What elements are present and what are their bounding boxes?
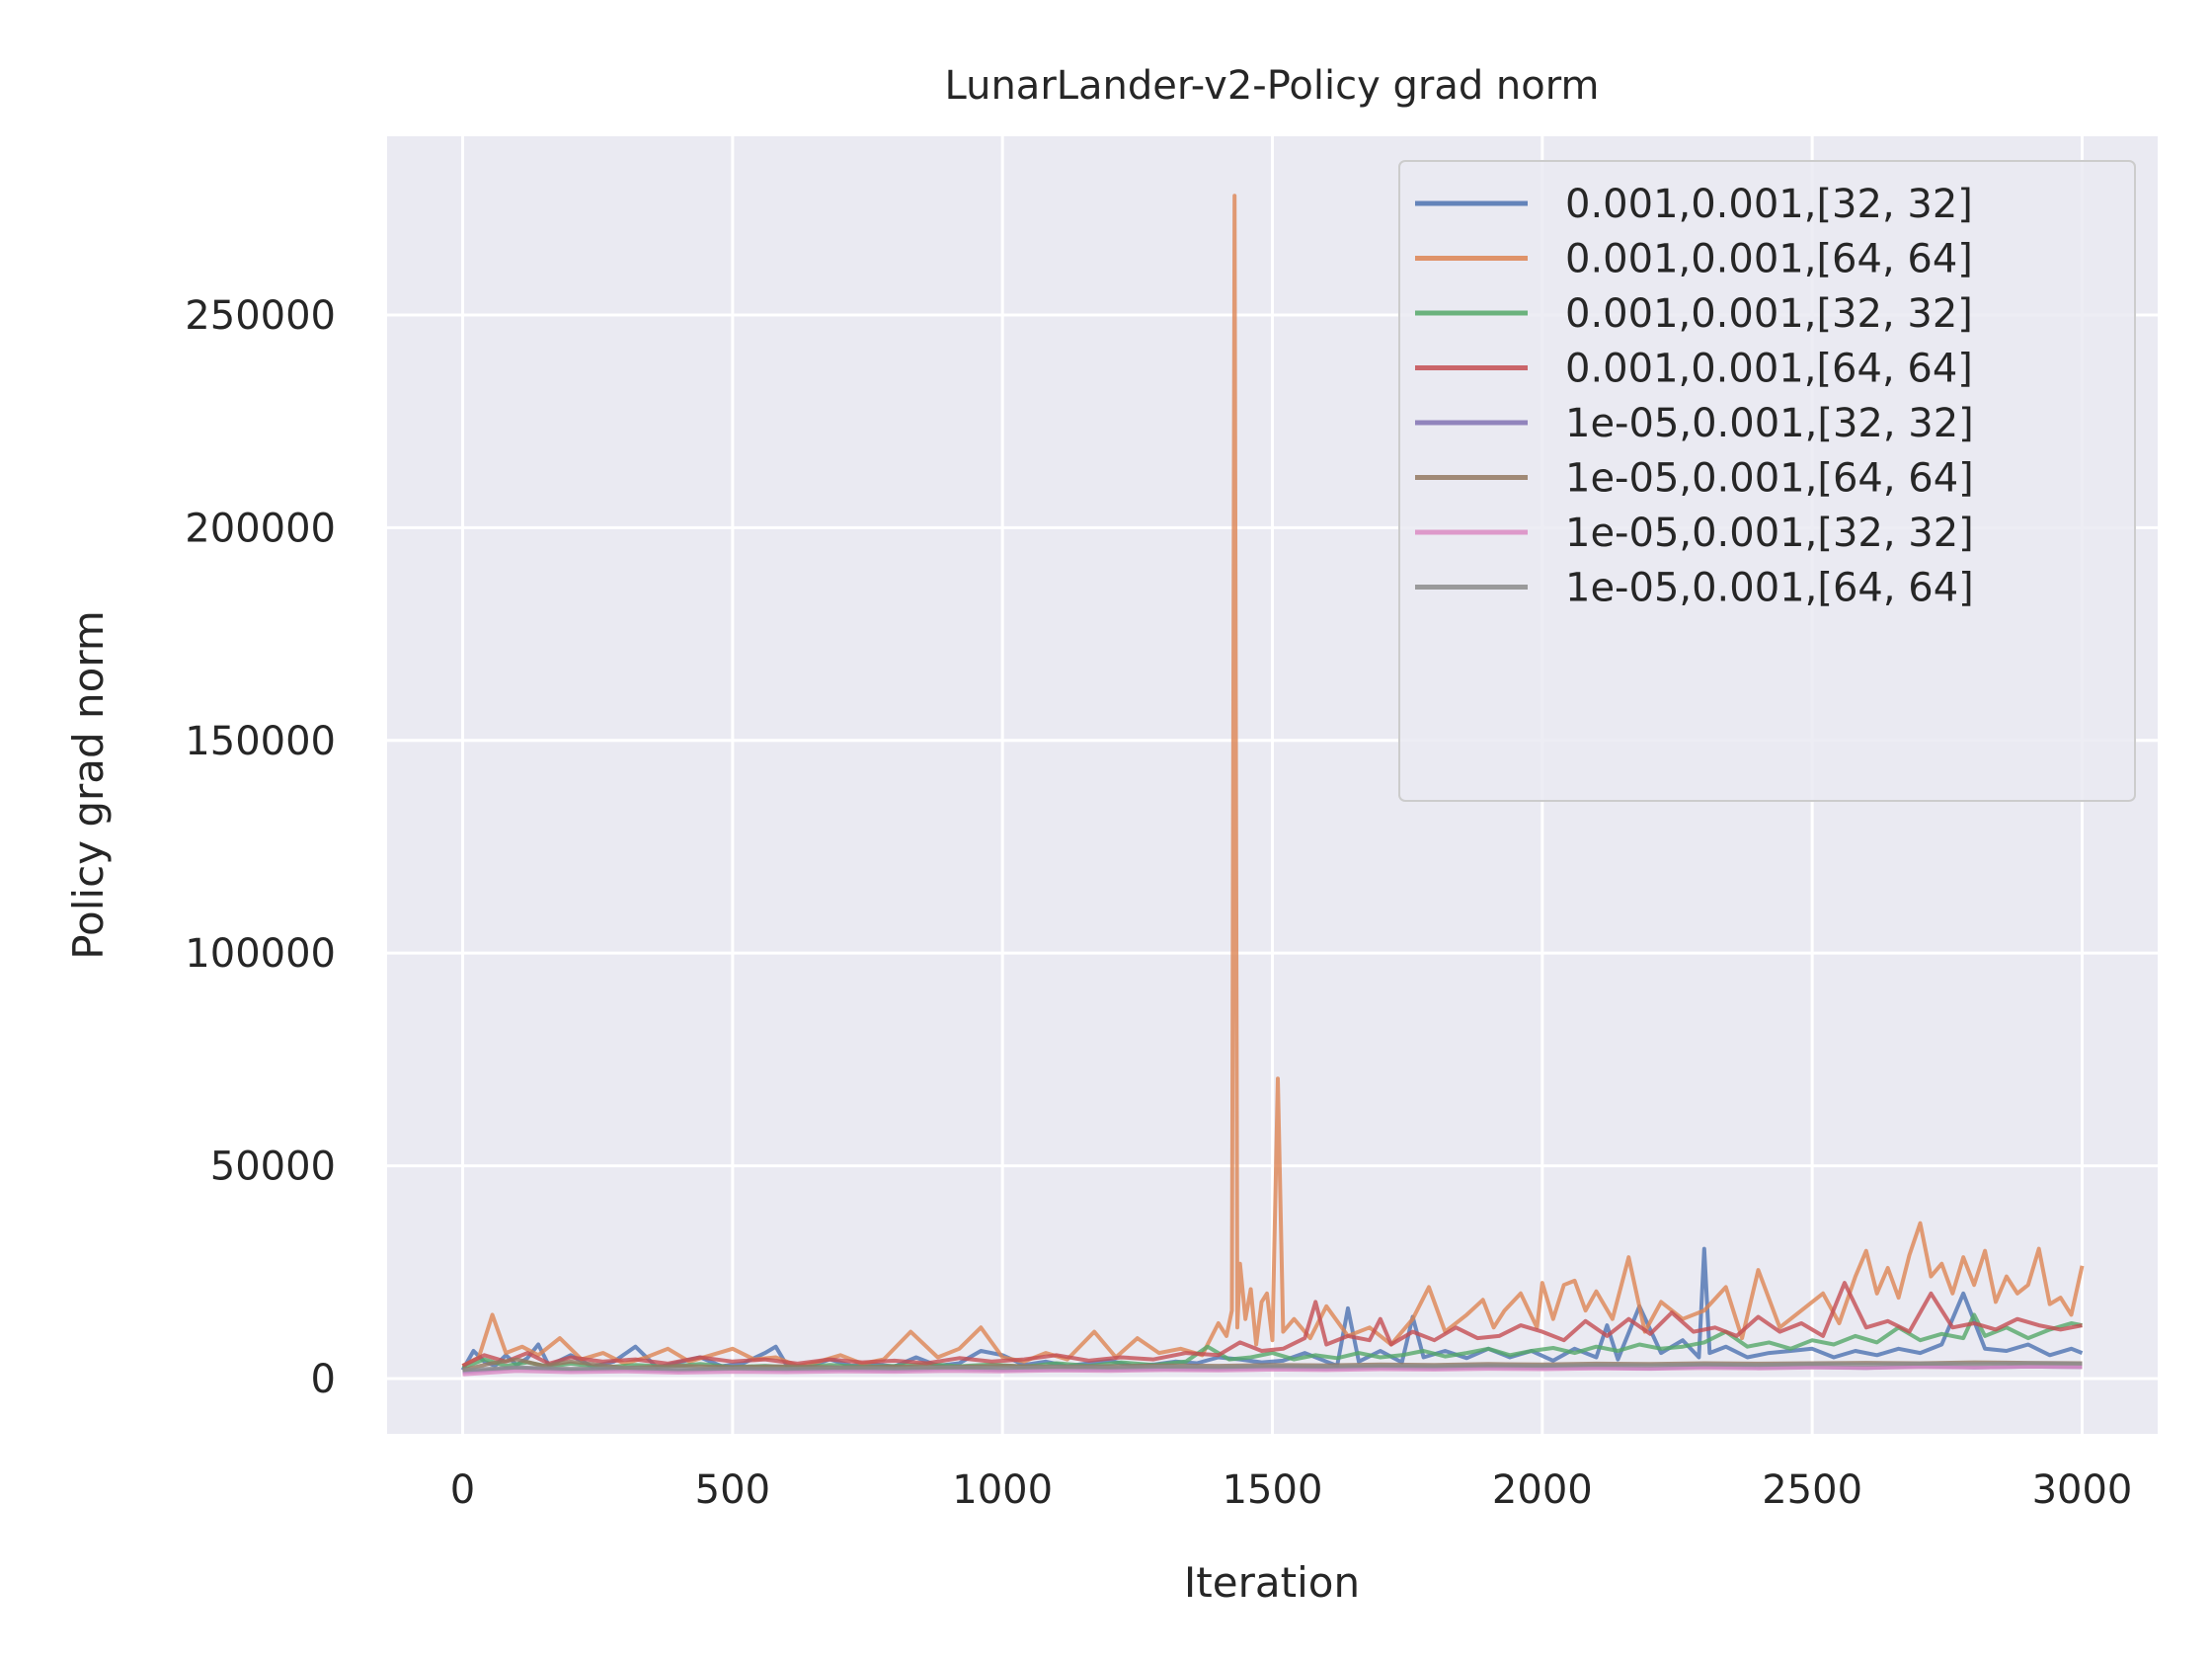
legend-label-4: 0.001,0.001,[64, 64] (1565, 347, 1973, 392)
y-axis-label: Policy grad norm (64, 610, 113, 960)
x-tick-label: 2500 (1762, 1467, 1862, 1513)
y-tick-label: 0 (311, 1357, 336, 1402)
legend-label-2: 0.001,0.001,[64, 64] (1565, 237, 1973, 282)
x-tick-label: 1000 (952, 1467, 1053, 1513)
x-tick-label: 1500 (1223, 1467, 1323, 1513)
series-layer (460, 194, 2085, 1377)
series-line-8 (462, 1361, 2083, 1373)
legend-label-5: 1e-05,0.001,[32, 32] (1565, 401, 1974, 446)
legend-label-8: 1e-05,0.001,[64, 64] (1565, 566, 1974, 611)
legend-label-7: 1e-05,0.001,[32, 32] (1565, 511, 1974, 556)
x-tick-label: 0 (450, 1467, 475, 1513)
series-line-4 (461, 1281, 2083, 1368)
legend-label-6: 1e-05,0.001,[64, 64] (1565, 456, 1974, 502)
legend-label-1: 0.001,0.001,[32, 32] (1565, 182, 1973, 227)
y-tick-label: 100000 (185, 931, 336, 977)
x-axis-ticks: 0 500 1000 1500 2000 2500 3000 (450, 1467, 2133, 1513)
y-tick-label: 50000 (210, 1145, 336, 1190)
legend-frame (1398, 160, 2136, 802)
y-tick-label: 250000 (185, 293, 336, 339)
legend: 0.001,0.001,[32, 32] 0.001,0.001,[64, 64]… (1398, 160, 2136, 802)
x-tick-label: 3000 (2032, 1467, 2133, 1513)
y-axis-ticks: 0 50000 100000 150000 200000 250000 (185, 293, 336, 1402)
y-tick-label: 200000 (185, 506, 336, 551)
x-tick-label: 500 (695, 1467, 770, 1513)
legend-label-3: 0.001,0.001,[32, 32] (1565, 291, 1973, 337)
x-axis-label: Iteration (1184, 1558, 1360, 1607)
x-tick-label: 2000 (1492, 1467, 1593, 1513)
chart-title: LunarLander-v2-Policy grad norm (945, 63, 1600, 109)
series-line-7 (462, 1364, 2083, 1377)
legend-items: 0.001,0.001,[32, 32] 0.001,0.001,[64, 64]… (1415, 182, 1974, 611)
y-tick-label: 150000 (185, 719, 336, 764)
